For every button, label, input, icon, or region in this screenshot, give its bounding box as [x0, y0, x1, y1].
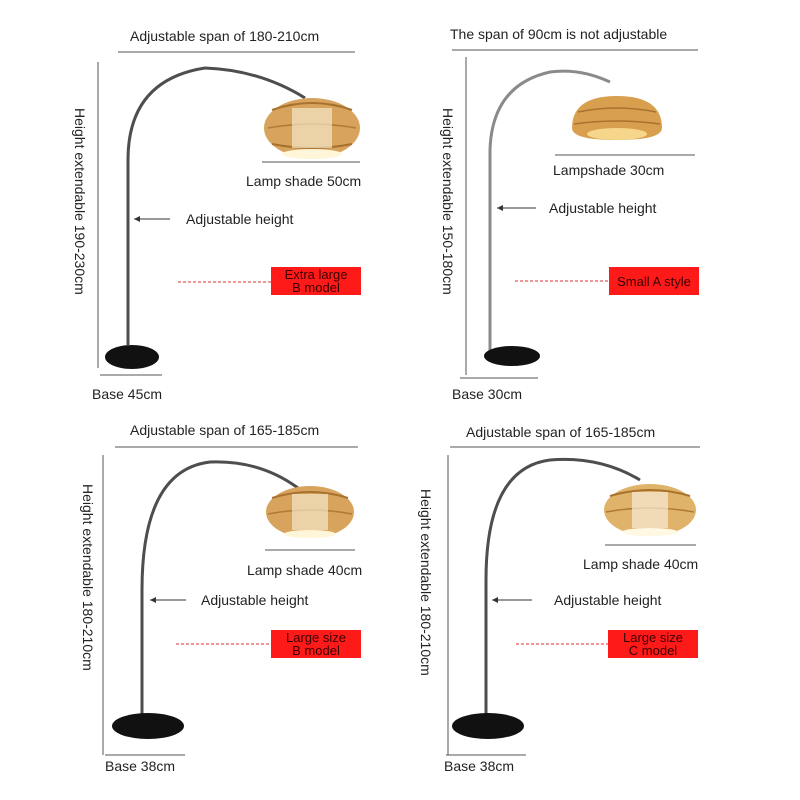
lamp-base [112, 713, 184, 739]
base-label: Base 38cm [444, 758, 515, 774]
lamp-base [105, 345, 159, 369]
model-line-1: Small A style [617, 273, 691, 289]
span-label: Adjustable span of 165-185cm [130, 422, 320, 438]
lamp-pole [126, 66, 306, 345]
lamp-illustration [97, 51, 360, 376]
lamp-panel-small-a: The span of 90cm is not adjustable Heigh… [400, 0, 800, 402]
height-label: Height extendable 180-210cm [80, 484, 96, 671]
model-badge: Large size C model [608, 630, 698, 658]
shade-label: Lampshade 30cm [553, 162, 665, 178]
lamp-pole [488, 69, 611, 352]
lamp-base [452, 713, 524, 739]
adjust-label: Adjustable height [549, 200, 657, 216]
lamp-illustration [452, 49, 698, 379]
lamp-panel-extra-large-b: Adjustable span of 180-210cm Height exte… [0, 0, 400, 402]
span-label: Adjustable span of 180-210cm [130, 28, 320, 44]
model-line-2: C model [628, 643, 678, 658]
lamp-illustration [102, 446, 358, 756]
model-line-2: B model [292, 280, 340, 295]
adjust-label: Adjustable height [186, 211, 294, 227]
lamp-pole [140, 460, 299, 718]
lamp-illustration [446, 446, 700, 756]
model-line-1: Large size [286, 630, 346, 645]
height-label: Height extendable 190-230cm [72, 108, 88, 295]
span-label: The span of 90cm is not adjustable [450, 26, 668, 42]
span-label: Adjustable span of 165-185cm [466, 424, 656, 440]
model-badge: Extra large B model [271, 267, 361, 295]
lamp-panel-large-c: Adjustable span of 165-185cm Height exte… [400, 400, 800, 800]
model-line-1: Large size [623, 630, 683, 645]
adjust-label: Adjustable height [554, 592, 662, 608]
base-label: Base 38cm [105, 758, 176, 774]
lamp-panel-large-b: Adjustable span of 165-185cm Height exte… [0, 400, 400, 800]
model-line-2: B model [292, 643, 340, 658]
lamp-base [484, 346, 540, 366]
lamp-shade-icon [264, 98, 360, 159]
lamp-pole [484, 457, 641, 718]
model-badge: Large size B model [271, 630, 361, 658]
shade-label: Lamp shade 40cm [583, 556, 699, 572]
lamp-shade-icon [266, 486, 354, 538]
shade-label: Lamp shade 40cm [247, 562, 363, 578]
height-label: Height extendable 180-210cm [418, 489, 434, 676]
adjust-label: Adjustable height [201, 592, 309, 608]
base-label: Base 30cm [452, 386, 523, 402]
height-label: Height extendable 150-180cm [440, 108, 456, 295]
lamp-shade-icon [572, 96, 662, 140]
model-line-1: Extra large [284, 267, 348, 282]
base-label: Base 45cm [92, 386, 163, 402]
model-badge: Small A style [609, 267, 699, 295]
lamp-shade-icon [604, 484, 696, 536]
shade-label: Lamp shade 50cm [246, 173, 362, 189]
